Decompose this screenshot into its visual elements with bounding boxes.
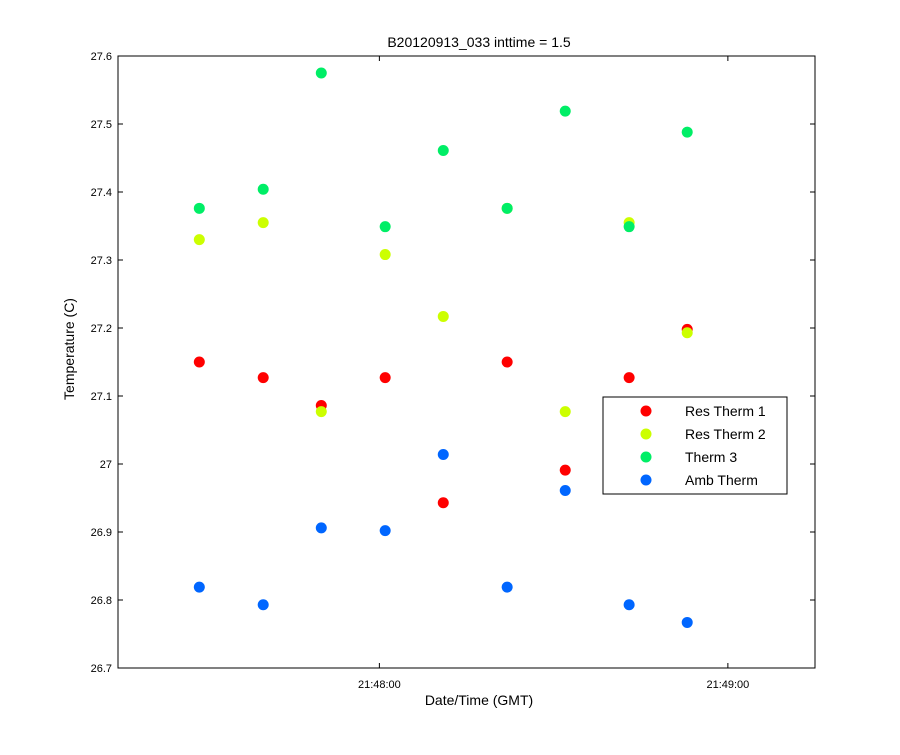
axis-ticks: 26.7 26.8 26.9 27 27.1 27.2 27.3 27.4 27.5 27.6 21…	[91, 51, 815, 691]
point-therm-3	[193, 202, 205, 214]
point-res-therm-1	[623, 372, 635, 384]
legend-label-res-therm-2: Res Therm 2	[685, 426, 766, 442]
y-tick-label: 27.4	[91, 187, 112, 199]
data-points	[193, 67, 693, 628]
y-tick-label: 27.3	[91, 255, 112, 267]
point-therm-3	[379, 221, 391, 233]
y-tick-label: 26.7	[91, 663, 112, 675]
y-tick-label: 26.8	[91, 595, 112, 607]
point-res-therm-1	[559, 464, 571, 476]
point-amb-therm	[681, 616, 693, 628]
point-res-therm-2	[379, 249, 391, 261]
point-therm-3	[437, 145, 449, 157]
legend-label-res-therm-1: Res Therm 1	[685, 403, 766, 419]
plot-area	[117, 55, 816, 669]
legend: Res Therm 1 Res Therm 2 Therm 3 Amb Therm	[602, 396, 788, 495]
y-tick-label: 27	[100, 459, 112, 471]
chart-title: B20120913_033 inttime = 1.5	[387, 34, 571, 50]
point-amb-therm	[437, 448, 449, 460]
legend-marker-res-therm-1	[640, 405, 652, 417]
legend-label-therm-3: Therm 3	[685, 449, 737, 465]
point-res-therm-1	[379, 372, 391, 384]
x-tick-label: 21:48:00	[358, 679, 401, 691]
y-tick-label: 27.6	[91, 51, 112, 63]
point-res-therm-1	[437, 497, 449, 509]
legend-marker-amb-therm	[640, 474, 652, 486]
y-tick-label: 26.9	[91, 527, 112, 539]
point-therm-3	[681, 126, 693, 138]
y-tick-label: 27.2	[91, 323, 112, 335]
point-res-therm-1	[501, 356, 513, 368]
legend-label-amb-therm: Amb Therm	[685, 472, 758, 488]
point-res-therm-1	[257, 372, 269, 384]
x-tick-label: 21:49:00	[706, 679, 749, 691]
point-amb-therm	[379, 525, 391, 537]
point-therm-3	[623, 221, 635, 233]
x-axis-title: Date/Time (GMT)	[425, 692, 533, 708]
point-res-therm-1	[193, 356, 205, 368]
point-res-therm-2	[315, 406, 327, 418]
point-res-therm-2	[437, 310, 449, 322]
point-therm-3	[315, 67, 327, 79]
point-amb-therm	[501, 581, 513, 593]
point-res-therm-2	[257, 217, 269, 229]
y-tick-label: 27.1	[91, 391, 112, 403]
point-amb-therm	[559, 485, 571, 497]
y-axis-title: Temperature (C)	[61, 298, 77, 400]
legend-box	[602, 396, 788, 495]
legend-marker-therm-3	[640, 451, 652, 463]
point-res-therm-2	[559, 406, 571, 418]
y-tick-label: 27.5	[91, 119, 112, 131]
point-amb-therm	[315, 522, 327, 534]
legend-marker-res-therm-2	[640, 428, 652, 440]
point-therm-3	[559, 105, 571, 117]
point-therm-3	[257, 183, 269, 195]
point-amb-therm	[257, 599, 269, 611]
point-therm-3	[501, 202, 513, 214]
point-res-therm-2	[193, 234, 205, 246]
point-res-therm-2	[681, 327, 693, 339]
point-amb-therm	[623, 599, 635, 611]
point-amb-therm	[193, 581, 205, 593]
